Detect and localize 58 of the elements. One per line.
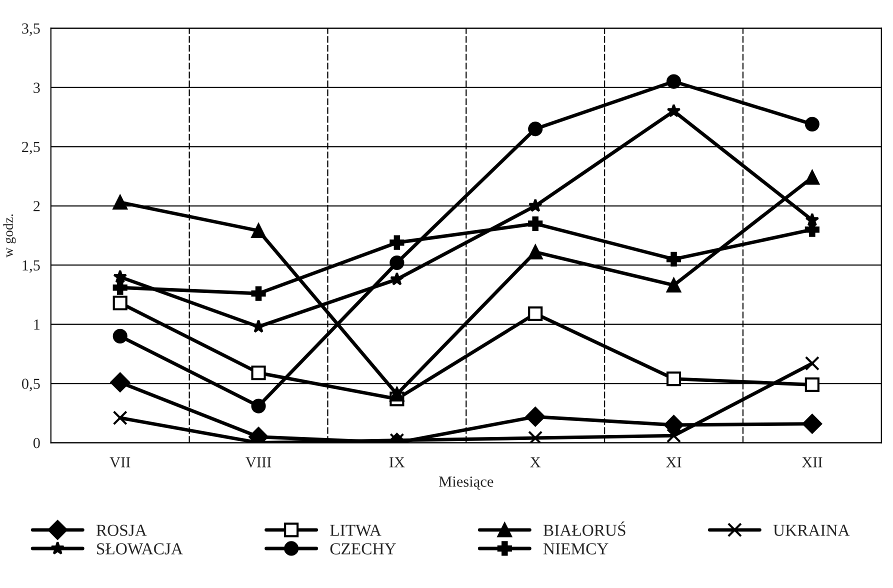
point (804, 222, 820, 237)
point (666, 278, 682, 293)
point (112, 410, 128, 426)
y-tick-label: 1,5 (22, 260, 40, 273)
y-tick-label: 2 (34, 201, 40, 212)
legend-label: UKRAINA (773, 524, 850, 536)
y-tick-label: 0 (33, 438, 40, 448)
y-axis-title: w godz. (3, 214, 16, 258)
point (666, 252, 682, 266)
point (525, 406, 546, 427)
point (251, 286, 266, 301)
point (112, 280, 128, 295)
point (528, 306, 543, 321)
point (251, 366, 266, 380)
y-tick-label: 3 (34, 82, 40, 93)
y-tick-label: 0,5 (22, 378, 40, 392)
point (804, 116, 820, 132)
point (112, 296, 128, 310)
legend-label: SŁOWACJA (97, 543, 183, 555)
legend-label: CZECHY (330, 543, 396, 554)
x-tick-label: VII (110, 457, 130, 468)
legend-label: LITWA (330, 524, 382, 536)
legend-label: ROSJA (96, 524, 147, 536)
point (112, 328, 128, 344)
x-tick-label: X (530, 457, 541, 468)
point (802, 414, 822, 434)
point (666, 104, 681, 118)
point (804, 377, 820, 392)
point (390, 235, 404, 250)
point (251, 398, 266, 414)
point (664, 415, 684, 435)
point (252, 319, 266, 333)
point (666, 372, 682, 386)
point (528, 216, 543, 231)
point (528, 244, 543, 260)
point (390, 272, 404, 286)
point (666, 74, 682, 89)
y-tick-label: 1 (34, 320, 40, 330)
point (112, 195, 128, 210)
point (390, 386, 404, 402)
point (666, 428, 682, 443)
y-tick-label: 2,5 (22, 142, 40, 154)
point (804, 170, 820, 185)
x-axis-title: Miesiące (439, 476, 494, 490)
x-tick-label: IX (389, 457, 405, 468)
point (528, 430, 543, 443)
legend-label: NIEMCY (543, 543, 608, 554)
y-tick-label: 3,5 (22, 23, 40, 36)
point (110, 372, 130, 392)
point (528, 198, 542, 212)
legend-label: BIAŁORUŚ (543, 522, 626, 536)
point (528, 122, 543, 136)
x-tick-label: VIII (246, 457, 272, 468)
x-tick-label: XI (666, 457, 682, 468)
point (390, 255, 404, 270)
x-tick-label: XII (802, 457, 822, 468)
point (251, 223, 266, 238)
point (804, 356, 820, 371)
